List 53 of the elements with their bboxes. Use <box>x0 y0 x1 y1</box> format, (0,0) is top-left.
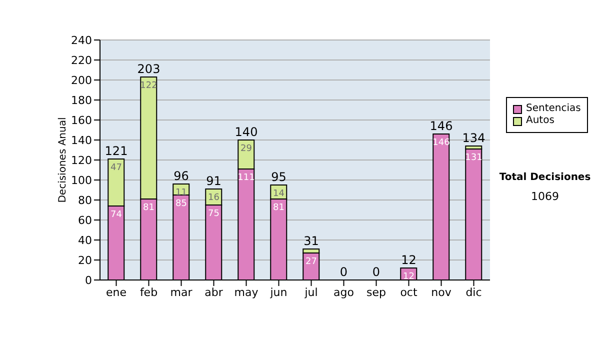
x-tick-label: sep <box>366 286 386 299</box>
y-tick-label: 160 <box>71 114 92 127</box>
total-label: 91 <box>206 174 222 188</box>
total-label: 31 <box>304 234 319 248</box>
data-label: 14 <box>273 189 285 199</box>
x-tick-label: oct <box>400 286 418 299</box>
y-tick-label: 100 <box>71 174 92 187</box>
text: Total Decisiones <box>498 172 592 183</box>
data-label: 12 <box>403 272 414 282</box>
data-label: 29 <box>240 144 252 154</box>
legend-label: Autos <box>526 115 554 127</box>
y-tick-label: 180 <box>71 94 92 107</box>
y-tick-label: 20 <box>78 254 92 267</box>
total-label: 12 <box>401 253 416 267</box>
data-label: 47 <box>110 163 122 173</box>
x-tick-label: jun <box>269 286 288 299</box>
data-label: 75 <box>208 209 220 219</box>
x-tick-label: mar <box>170 286 193 299</box>
total-label: 121 <box>104 144 128 158</box>
y-tick-label: 40 <box>78 234 92 247</box>
x-tick-label: feb <box>140 286 158 299</box>
data-label: 85 <box>176 199 187 209</box>
x-tick-label: dic <box>466 286 482 299</box>
data-label: 74 <box>110 210 122 220</box>
total-label: 146 <box>430 119 453 133</box>
total-label: 0 <box>340 265 348 279</box>
data-label: 27 <box>306 257 317 267</box>
y-tick-label: 60 <box>78 214 92 227</box>
x-tick-label: jul <box>304 286 318 299</box>
x-tick-label: abr <box>204 286 224 299</box>
x-tick-label: nov <box>431 286 452 299</box>
y-tick-label: 140 <box>71 134 92 147</box>
y-tick-label: 0 <box>85 274 92 287</box>
data-label: 16 <box>208 193 220 203</box>
total-label: 140 <box>234 125 258 139</box>
total-label: 95 <box>271 170 286 184</box>
y-tick-label: 220 <box>71 54 92 67</box>
y-tick-label: 200 <box>71 74 92 87</box>
legend-label: Sentencias <box>526 103 581 115</box>
data-label: 81 <box>273 203 284 213</box>
x-tick-label: ago <box>334 286 354 299</box>
total-label: 134 <box>462 131 486 145</box>
x-tick-label: may <box>234 286 259 299</box>
y-axis-title: Decisiones Anual <box>58 117 69 203</box>
y-tick-label: 120 <box>71 154 92 167</box>
total-label: 203 <box>137 62 160 76</box>
text: 1069 <box>530 190 560 203</box>
x-tick-label: ene <box>106 286 127 299</box>
total-label: 96 <box>174 169 189 183</box>
total-label: 0 <box>372 265 380 279</box>
y-tick-label: 240 <box>71 34 92 47</box>
y-tick-label: 80 <box>78 194 92 207</box>
data-label: 81 <box>143 203 154 213</box>
